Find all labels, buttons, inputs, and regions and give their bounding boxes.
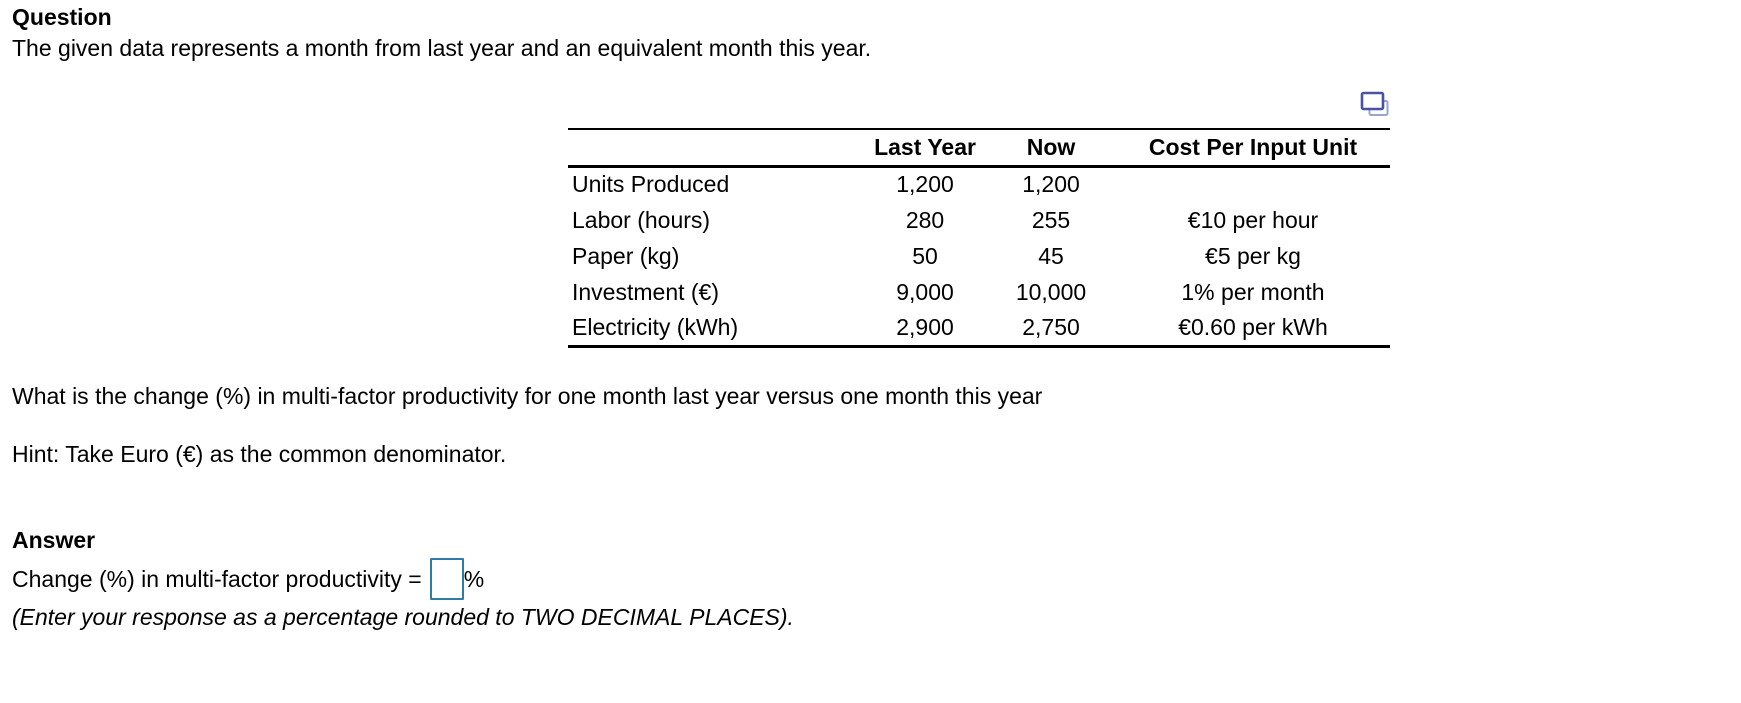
cell-cost-per-input-unit: 1% per month — [1181, 278, 1325, 305]
cell-now: 255 — [1031, 206, 1071, 233]
question-text: What is the change (%) in multi-factor p… — [12, 383, 1043, 409]
col-header-blank — [568, 128, 864, 168]
row-label: Units Produced — [572, 171, 730, 198]
cell-cost-per-input-unit: €0.60 per kWh — [1116, 310, 1390, 348]
table-header-row: Last Year Now Cost Per Input Unit — [568, 128, 1390, 168]
col-header-cost-per-input-unit: Cost Per Input Unit — [1116, 128, 1390, 168]
cell-last-year: 50 — [912, 242, 938, 269]
cell-last-year: 9,000 — [896, 278, 954, 305]
table-row: Investment (€) 9,000 10,000 1% per month — [568, 274, 1390, 310]
hint-text: Hint: Take Euro (€) as the common denomi… — [12, 441, 507, 467]
col-header-now: Now — [986, 128, 1116, 168]
cell-now: 1,200 — [1022, 171, 1080, 198]
col-header-last-year: Last Year — [864, 128, 986, 168]
cell-cost-per-input-unit: €5 per kg — [1205, 242, 1301, 269]
cell-last-year: 1,200 — [896, 171, 954, 198]
table-row: Electricity (kWh) 2,900 2,750 €0.60 per … — [568, 310, 1390, 348]
cell-now: 2,750 — [986, 310, 1116, 348]
row-label: Labor (hours) — [572, 206, 711, 233]
cell-cost-per-input-unit: €10 per hour — [1187, 206, 1319, 233]
row-label: Investment (€) — [572, 278, 719, 305]
productivity-table: Last Year Now Cost Per Input Unit Units … — [568, 128, 1390, 348]
duplicate-window-icon[interactable] — [1360, 91, 1390, 119]
table-row: Labor (hours) 280 255 €10 per hour — [568, 202, 1390, 238]
percent-sign: % — [463, 566, 485, 592]
answer-label: Change (%) in multi-factor productivity … — [12, 566, 422, 592]
row-label: Electricity (kWh) — [568, 310, 864, 348]
answer-input[interactable] — [429, 558, 464, 600]
cell-last-year: 2,900 — [864, 310, 986, 348]
answer-heading: Answer — [12, 527, 96, 553]
cell-now: 10,000 — [1015, 278, 1087, 305]
cell-now: 45 — [1038, 242, 1064, 269]
cell-last-year: 280 — [905, 206, 945, 233]
intro-text: The given data represents a month from l… — [12, 35, 872, 61]
question-heading: Question — [12, 4, 112, 30]
duplicate-window-icon-svg — [1360, 91, 1389, 116]
table-row: Units Produced 1,200 1,200 — [568, 166, 1390, 202]
answer-line: Change (%) in multi-factor productivity … — [12, 556, 484, 602]
table-row: Paper (kg) 50 45 €5 per kg — [568, 238, 1390, 274]
cell-cost-per-input-unit — [1116, 166, 1390, 202]
row-label: Paper (kg) — [572, 242, 680, 269]
answer-note: (Enter your response as a percentage rou… — [12, 604, 794, 630]
